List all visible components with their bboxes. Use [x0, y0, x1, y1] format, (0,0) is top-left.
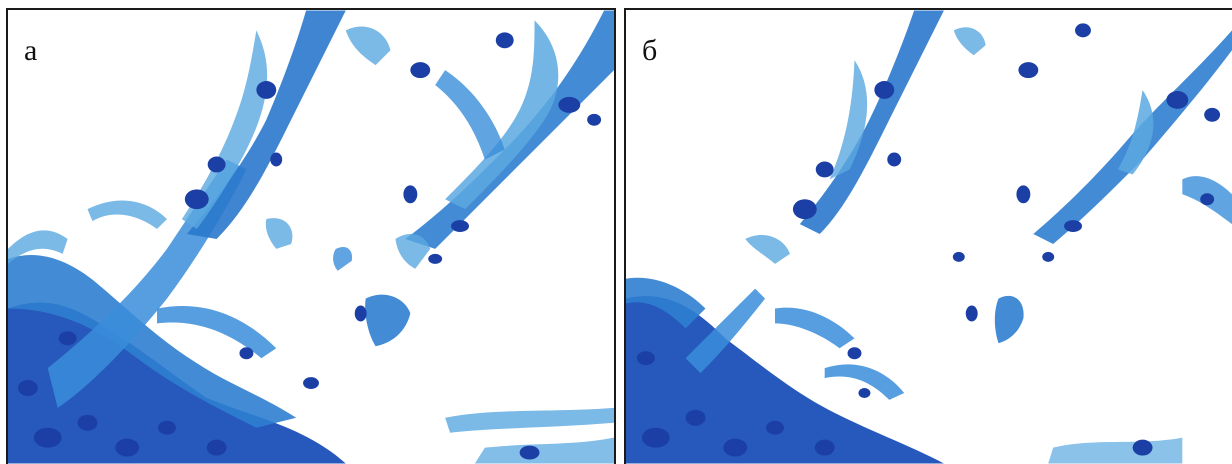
- micrograph-panel-b: б: [624, 8, 1232, 464]
- stain-fibers: [626, 10, 1232, 464]
- micrograph-image-a: [8, 10, 614, 464]
- micrograph-image-b: [626, 10, 1232, 464]
- micrograph-panel-a: а: [6, 8, 616, 464]
- cell-nuclei: [17, 32, 602, 460]
- panel-label-a: а: [24, 34, 38, 67]
- stain-fibers: [8, 10, 614, 464]
- cell-nuclei: [636, 23, 1221, 457]
- panel-label-b: б: [642, 34, 658, 67]
